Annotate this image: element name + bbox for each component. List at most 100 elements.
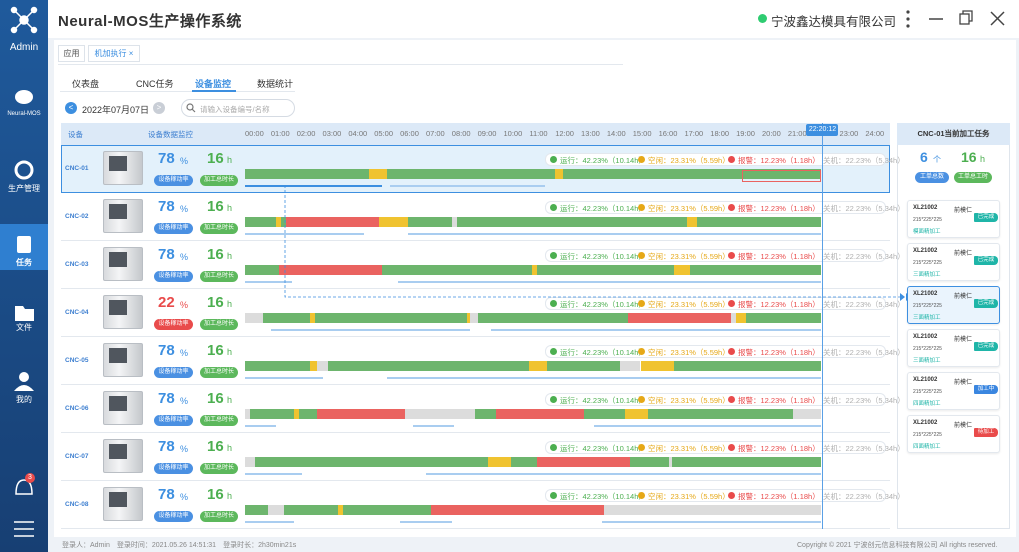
- rate-badge: 设备稼动率: [154, 175, 193, 186]
- machine-window: [109, 300, 127, 315]
- app-title: Neural-MOS生产操作系统: [58, 13, 242, 30]
- nav-item[interactable]: Neural-MOS: [7, 111, 41, 117]
- stat-text: 关机：22.23%（5.34h）: [823, 300, 905, 309]
- tab-label: 机加执行: [94, 49, 127, 58]
- plan-line: [270, 329, 470, 331]
- stat-text: 关机：22.23%（5.34h）: [823, 444, 905, 453]
- stats-box: [545, 297, 886, 310]
- hours-badge: 加工总时长: [200, 463, 238, 474]
- state-segment: [250, 409, 295, 419]
- subtab[interactable]: 设备监控: [195, 79, 232, 89]
- stat-text: 运行：42.23%（10.14h）: [560, 396, 646, 405]
- stats-box: [545, 249, 886, 262]
- bell-icon: [15, 479, 33, 495]
- state-segment: [456, 217, 688, 227]
- task-status: 加工中: [974, 385, 998, 394]
- task-panel: [897, 123, 1010, 529]
- time-tick-label: 11:00: [529, 129, 548, 138]
- task-status: 已完成: [974, 213, 998, 222]
- nav-item[interactable]: 我的: [16, 395, 32, 404]
- subtab-underline: [60, 91, 295, 92]
- stat-text: 关机：22.23%（5.34h）: [823, 396, 905, 405]
- hours-unit: h: [227, 299, 233, 309]
- nav-item[interactable]: 生产管理: [8, 184, 40, 193]
- prev-day-button[interactable]: <: [65, 102, 77, 114]
- state-segment: [746, 313, 822, 323]
- state-segment: [369, 169, 388, 179]
- task-panel-header: CNC-01当前加工任务: [897, 123, 1010, 145]
- plan-line: [490, 329, 822, 331]
- state-segment: [793, 409, 822, 419]
- state-segment: [245, 505, 269, 515]
- total-hours: 16: [207, 294, 224, 311]
- state-segment: [379, 217, 408, 227]
- stat-text: 关机：22.23%（5.34h）: [823, 252, 905, 261]
- nav-item[interactable]: 任务: [16, 258, 32, 267]
- stat-text: 运行：42.23%（10.14h）: [560, 156, 646, 165]
- state-segment: [263, 313, 310, 323]
- task-count: 6: [920, 149, 928, 165]
- state-segment: [640, 361, 675, 371]
- utilization-rate: 78: [158, 198, 175, 215]
- nav-item[interactable]: 文件: [16, 323, 32, 332]
- state-segment: [529, 361, 548, 371]
- machine-window: [109, 492, 127, 507]
- device-name: CNC-05: [65, 357, 89, 364]
- state-segment: [245, 457, 256, 467]
- subtab[interactable]: 仪表盘: [72, 79, 100, 89]
- stat-text: 空闲：23.31%（5.59h）: [648, 348, 730, 357]
- state-segment: [671, 457, 822, 467]
- rate-unit: %: [180, 396, 189, 406]
- subtab[interactable]: 数据统计: [257, 79, 294, 89]
- stat-dot: [638, 348, 645, 355]
- state-segment: [537, 265, 675, 275]
- close-button[interactable]: [990, 11, 1005, 26]
- state-segment: [668, 457, 672, 467]
- state-segment: [583, 409, 625, 419]
- stat-text: 空闲：23.31%（5.59h）: [648, 252, 730, 261]
- state-segment: [555, 169, 563, 179]
- device-name: CNC-07: [65, 453, 89, 460]
- subtab[interactable]: CNC任务: [136, 79, 174, 89]
- tab[interactable]: 应用: [58, 45, 85, 62]
- rate-badge: 设备稼动率: [154, 511, 193, 522]
- hours-badge: 加工总时长: [200, 367, 238, 378]
- stat-text: 运行：42.23%（10.14h）: [560, 492, 646, 501]
- time-tick-label: 05:00: [374, 129, 394, 138]
- state-segment: [299, 409, 318, 419]
- plan-line: [407, 233, 822, 235]
- total-hours: 16: [207, 486, 224, 503]
- more-button[interactable]: [906, 10, 910, 28]
- state-segment: [477, 313, 628, 323]
- search-box[interactable]: [181, 99, 295, 117]
- task-part: 前模仁: [954, 251, 973, 257]
- now-label: 22:20:12: [806, 124, 839, 136]
- hours-unit: h: [227, 443, 233, 453]
- restore-button[interactable]: [959, 10, 973, 25]
- next-day-button[interactable]: >: [153, 102, 165, 114]
- rate-badge: 设备稼动率: [154, 271, 193, 282]
- stat-text: 报警：12.23%（1.18h）: [738, 300, 820, 309]
- hours-badge: 加工总时长: [200, 415, 238, 426]
- task-code: XL21002: [913, 420, 938, 426]
- stat-text: 运行：42.23%（10.14h）: [560, 204, 646, 213]
- state-segment: [309, 361, 318, 371]
- state-segment: [245, 361, 310, 371]
- state-segment: [245, 313, 264, 323]
- tab[interactable]: 机加执行 ×: [88, 45, 140, 62]
- machine-window: [109, 156, 127, 171]
- stat-dot: [638, 300, 645, 307]
- stat-dot: [638, 444, 645, 451]
- task-process: 四面精加工: [913, 444, 941, 450]
- tab-close[interactable]: ×: [128, 49, 134, 58]
- task-size: 215*225*225: [913, 303, 942, 309]
- stat-dot: [638, 396, 645, 403]
- stat-dot: [550, 156, 557, 163]
- state-segment: [245, 265, 279, 275]
- stat-text: 空闲：23.31%（5.59h）: [648, 300, 730, 309]
- stat-text: 空闲：23.31%（5.59h）: [648, 396, 730, 405]
- rate-unit: %: [180, 492, 189, 502]
- task-hours-unit: h: [980, 154, 986, 164]
- state-segment: [674, 265, 690, 275]
